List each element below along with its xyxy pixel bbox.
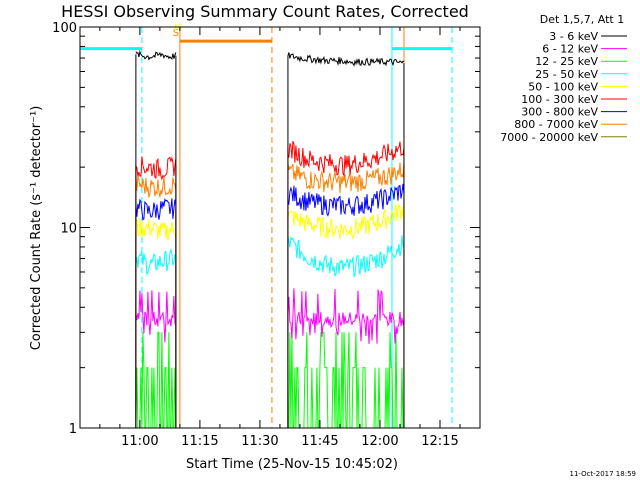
x-tick-label: 11:00 <box>121 434 158 449</box>
series-5-trace <box>135 156 177 181</box>
series-2-trace <box>287 331 404 429</box>
chart-title: HESSI Observing Summary Count Rates, Cor… <box>61 2 469 21</box>
y-axis-label: Corrected Count Rate (s⁻¹ detector⁻¹) <box>29 106 44 351</box>
x-axis-label: Start Time (25-Nov-15 10:45:02) <box>186 457 398 472</box>
annotation-flag-text: N <box>174 23 181 34</box>
series-0-trace <box>135 50 177 61</box>
legend-entry-label: 800 - 7000 keV <box>514 118 598 131</box>
plot-area: SN <box>79 23 453 429</box>
legend-entry-label: 300 - 800 keV <box>521 106 598 119</box>
x-tick-label: 11:15 <box>181 434 218 449</box>
series-4-trace <box>287 203 405 241</box>
series-1-trace <box>135 290 177 343</box>
legend-entry-label: 7000 - 20000 keV <box>500 131 598 144</box>
legend-entry-label: 12 - 25 keV <box>535 55 598 68</box>
legend-entry-label: 50 - 100 keV <box>528 80 598 93</box>
series-3-trace <box>287 235 405 278</box>
y-tick-label: 10 <box>60 222 77 237</box>
series-7-trace <box>287 161 405 193</box>
series-7-trace <box>135 175 177 198</box>
series-4-trace <box>135 218 176 241</box>
legend-entry-label: 3 - 6 keV <box>549 30 598 43</box>
generation-timestamp: 11-Oct-2017 18:59 <box>570 470 636 478</box>
annotation-flag-text: S <box>173 28 179 39</box>
legend-title: Det 1,5,7, Att 1 <box>540 13 624 26</box>
series-6-trace <box>135 197 177 221</box>
series-1-trace <box>287 288 405 344</box>
x-tick-label: 12:00 <box>361 434 398 449</box>
x-tick-label: 11:30 <box>241 434 278 449</box>
legend-entry-label: 25 - 50 keV <box>535 68 598 81</box>
series-2-trace <box>135 331 177 429</box>
y-tick-label: 1 <box>69 422 77 437</box>
axes: 11:00 11:15 11:30 11:45 12:00 12:15 1 10 100 <box>52 21 481 449</box>
series-3-trace <box>135 248 177 277</box>
series-5-trace <box>287 141 405 178</box>
y-tick-label: 100 <box>52 21 77 36</box>
x-tick-label: 11:45 <box>301 434 338 449</box>
series-0-trace <box>287 52 405 67</box>
legend-entry-label: 6 - 12 keV <box>542 43 598 56</box>
x-tick-label: 12:15 <box>421 434 458 449</box>
series-6-trace <box>287 183 405 217</box>
legend-entry-label: 100 - 300 keV <box>521 93 598 106</box>
